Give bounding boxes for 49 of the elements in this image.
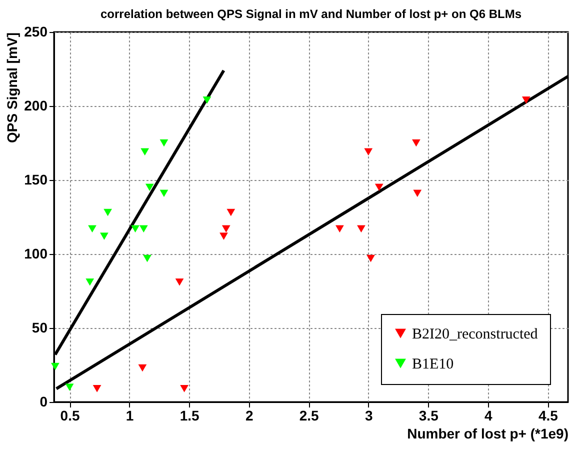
- point: [220, 232, 228, 240]
- chart-title: correlation between QPS Signal in mV and Number of lost p+ on Q6 BLMs: [100, 7, 522, 21]
- x-tick-label: 1.5: [180, 408, 200, 424]
- point: [160, 139, 168, 147]
- point: [222, 225, 230, 232]
- y-tick-label: 0: [40, 394, 48, 410]
- x-axis-title: Number of lost p+ (*1e9): [407, 426, 568, 442]
- x-tick-label: 1: [126, 408, 134, 424]
- point: [412, 139, 420, 147]
- point: [366, 254, 375, 262]
- point: [145, 184, 154, 192]
- y-tick-label: 150: [24, 172, 48, 188]
- point: [86, 278, 94, 286]
- legend-label: B2I20_reconstructed: [412, 326, 538, 342]
- point: [413, 190, 422, 197]
- point: [143, 254, 152, 262]
- point: [100, 232, 108, 240]
- x-tick-label: 2: [245, 408, 254, 424]
- legend-label: B1E10: [412, 356, 454, 372]
- point: [522, 96, 530, 104]
- point: [336, 225, 344, 232]
- x-tick-label: 4: [484, 408, 493, 424]
- point: [226, 208, 236, 216]
- y-tick-label: 50: [32, 320, 48, 336]
- x-tick-label: 2.5: [299, 408, 320, 424]
- point: [92, 385, 102, 392]
- y-tick-label: 100: [24, 246, 48, 262]
- x-tick-label: 3: [364, 408, 373, 424]
- point: [51, 362, 60, 370]
- point: [160, 190, 168, 197]
- x-tick-label: 3.5: [418, 408, 439, 424]
- point: [65, 384, 74, 391]
- point: [357, 225, 366, 232]
- point: [139, 225, 148, 232]
- point: [131, 225, 140, 232]
- point: [202, 96, 212, 104]
- point: [88, 225, 96, 232]
- point: [140, 148, 150, 156]
- y-tick-label: 250: [24, 24, 48, 40]
- point: [180, 385, 188, 392]
- x-tick-label: 4.5: [538, 408, 558, 424]
- point: [104, 208, 112, 216]
- point: [175, 278, 184, 286]
- point: [364, 148, 373, 156]
- point: [374, 184, 384, 192]
- point: [138, 364, 147, 372]
- y-axis-title: QPS Signal [mV]: [4, 32, 20, 143]
- y-tick-label: 200: [24, 98, 48, 114]
- x-tick-label: 0.5: [60, 408, 80, 424]
